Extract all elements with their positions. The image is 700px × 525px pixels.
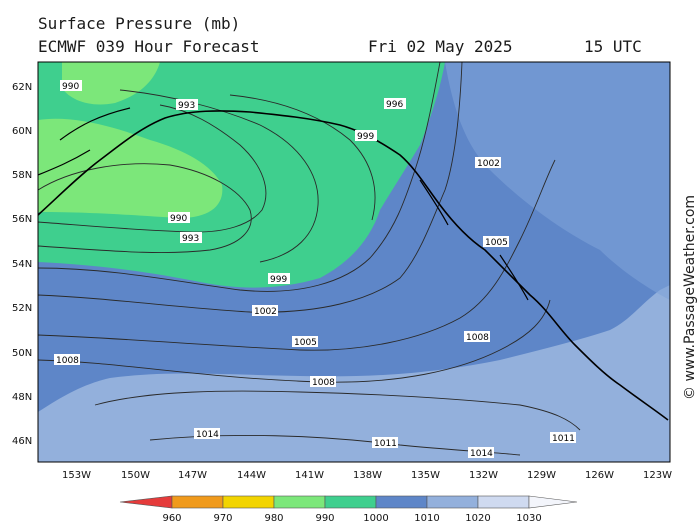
- land-shade: [445, 62, 670, 300]
- isobar-label: 1002: [475, 157, 501, 169]
- isobar-label: 993: [176, 99, 198, 111]
- svg-text:993: 993: [182, 234, 199, 244]
- lat-label: 60N: [12, 126, 32, 137]
- isobar-label: 1008: [464, 331, 490, 343]
- legend-swatch: [375, 495, 428, 509]
- lat-label: 50N: [12, 348, 32, 359]
- isobar-label: 999: [355, 130, 377, 142]
- lon-label: 144W: [237, 470, 266, 481]
- isobar-label: 996: [384, 98, 406, 110]
- isobar-label: 1014: [194, 428, 220, 440]
- legend-swatch: [426, 495, 479, 509]
- forecast-date: Fri 02 May 2025: [368, 37, 513, 56]
- svg-text:1011: 1011: [552, 434, 575, 444]
- legend-tick-label: 990: [315, 513, 334, 524]
- svg-text:1002: 1002: [254, 307, 277, 317]
- svg-text:1008: 1008: [312, 378, 335, 388]
- lon-label: 126W: [585, 470, 614, 481]
- legend-tick-label: 1020: [465, 513, 490, 524]
- legend-swatch: [222, 495, 275, 509]
- isobar-label: 1005: [292, 336, 318, 348]
- legend-tick-label: 1000: [363, 513, 388, 524]
- forecast-time: 15 UTC: [584, 37, 642, 56]
- isobar-label: 1011: [372, 437, 398, 449]
- lon-label: 141W: [295, 470, 324, 481]
- svg-text:1008: 1008: [56, 356, 79, 366]
- lat-label: 58N: [12, 170, 32, 181]
- lon-label: 135W: [411, 470, 440, 481]
- lon-label: 147W: [178, 470, 207, 481]
- lat-label: 62N: [12, 82, 32, 93]
- chart-title: Surface Pressure (mb): [38, 14, 241, 33]
- legend-swatch: [273, 495, 326, 509]
- legend-tick-label: 970: [213, 513, 232, 524]
- legend-tick-label: 980: [264, 513, 283, 524]
- pressure-color-legend: 960 970 980 990 1000 1010 1020 1030: [119, 495, 578, 524]
- isobar-label: 990: [168, 212, 190, 224]
- credit-watermark: © www.PassageWeather.com: [682, 195, 698, 400]
- lat-label: 46N: [12, 436, 32, 447]
- svg-text:999: 999: [270, 275, 287, 285]
- isobar-label: 1008: [310, 376, 336, 388]
- isobar-label: 1011: [550, 432, 576, 444]
- lon-label: 138W: [353, 470, 382, 481]
- isobar-label: 993: [180, 232, 202, 244]
- svg-text:990: 990: [170, 214, 187, 224]
- lon-label: 153W: [62, 470, 91, 481]
- isobar-label: 1002: [252, 305, 278, 317]
- legend-tick-label: 1010: [414, 513, 439, 524]
- svg-text:1011: 1011: [374, 439, 397, 449]
- lon-label: 132W: [469, 470, 498, 481]
- isobar-label: 999: [268, 273, 290, 285]
- svg-text:999: 999: [357, 132, 374, 142]
- svg-text:1002: 1002: [477, 159, 500, 169]
- band-980-990: [38, 118, 223, 218]
- band-980-990-north: [62, 62, 160, 105]
- lat-axis: 62N 60N 58N 56N 54N 52N 50N 48N 46N: [12, 82, 32, 447]
- legend-arrow-low: [119, 495, 173, 509]
- legend-swatch: [324, 495, 377, 509]
- legend-swatch: [477, 495, 530, 509]
- isobar-label: 990: [60, 80, 82, 92]
- island-chain: [38, 107, 529, 301]
- legend-arrow-high: [528, 495, 578, 509]
- forecast-model: ECMWF 039 Hour Forecast: [38, 37, 260, 56]
- svg-text:1005: 1005: [294, 338, 317, 348]
- legend-tick-label: 960: [162, 513, 181, 524]
- lat-label: 52N: [12, 303, 32, 314]
- band-1010-1020: [38, 285, 670, 462]
- legend-tick-label: 1030: [516, 513, 541, 524]
- band-990-1000: [38, 62, 445, 288]
- coastline: [38, 110, 669, 421]
- lat-label: 48N: [12, 392, 32, 403]
- isobar-label: 1014: [468, 447, 494, 459]
- svg-text:1014: 1014: [196, 430, 219, 440]
- svg-text:990: 990: [62, 82, 79, 92]
- map-frame: [37, 61, 671, 463]
- lon-label: 123W: [643, 470, 672, 481]
- isobar-label: 1008: [54, 354, 80, 366]
- isobar-labels: 990 990 993 993 996 999 999 1002 1002 10…: [54, 80, 576, 459]
- svg-text:993: 993: [178, 101, 195, 111]
- lat-label: 56N: [12, 214, 32, 225]
- svg-text:996: 996: [386, 100, 403, 110]
- lon-label: 129W: [527, 470, 556, 481]
- svg-text:1008: 1008: [466, 333, 489, 343]
- isobar-label: 1005: [483, 236, 509, 248]
- lon-axis: 153W 150W 147W 144W 141W 138W 135W 132W …: [62, 470, 672, 481]
- svg-text:1014: 1014: [470, 449, 493, 459]
- svg-text:1005: 1005: [485, 238, 508, 248]
- lon-label: 150W: [121, 470, 150, 481]
- legend-swatch: [171, 495, 224, 509]
- lat-label: 54N: [12, 259, 32, 270]
